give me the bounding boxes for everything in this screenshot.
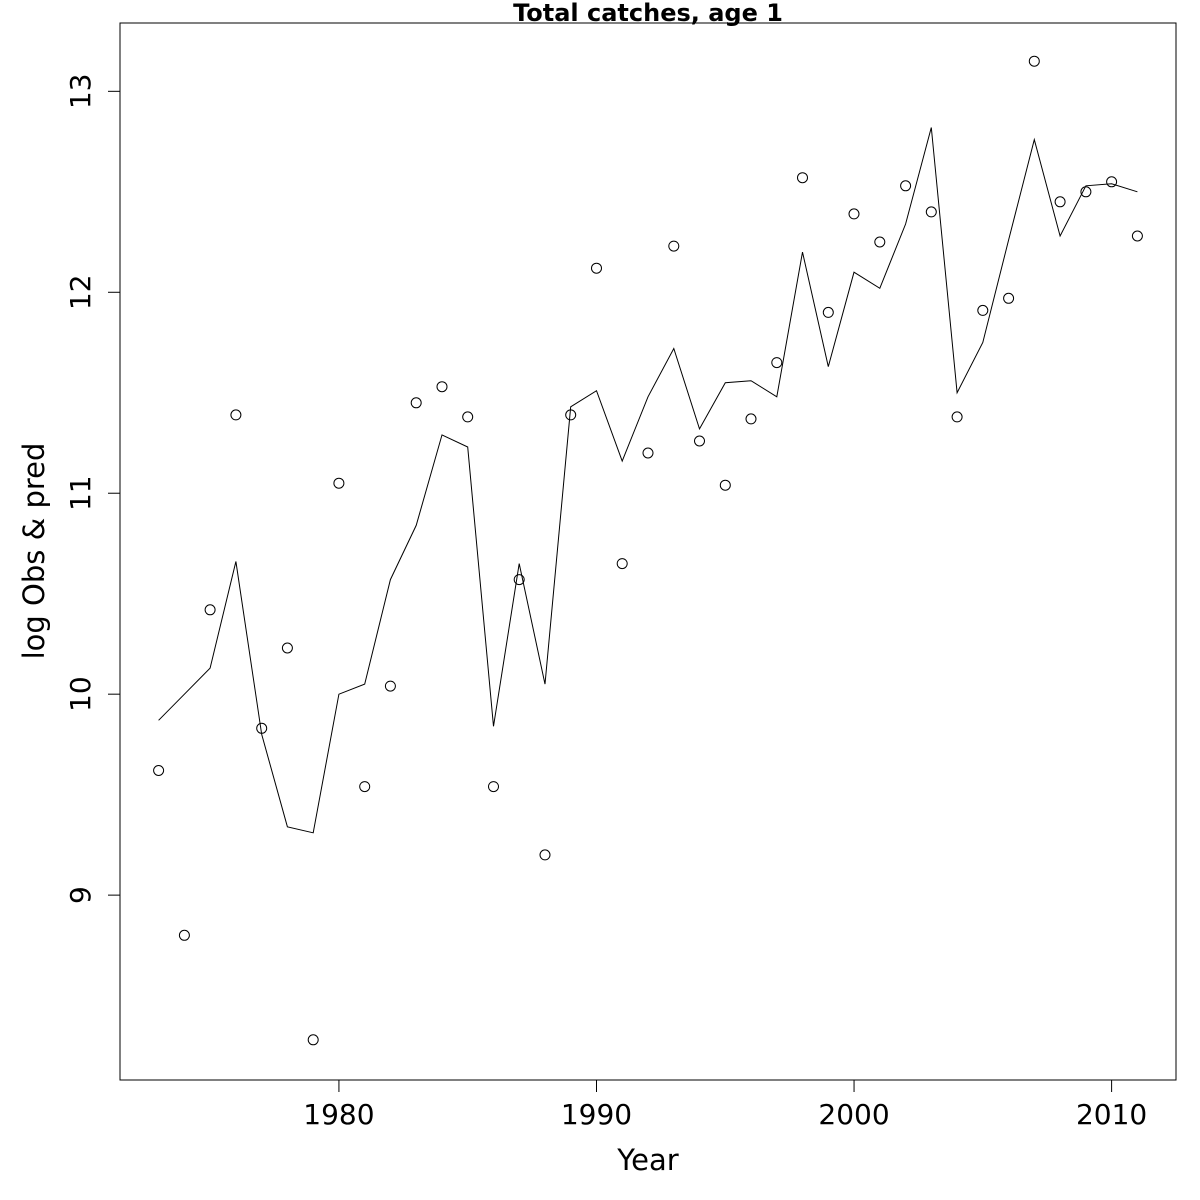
x-tick-label: 2010 [1076, 1098, 1147, 1131]
observed-point [616, 558, 628, 570]
y-tick-label: 10 [64, 676, 97, 712]
predicted-line [158, 127, 1138, 834]
observed-point [591, 262, 602, 274]
observed-point [1131, 230, 1143, 242]
observed-point [822, 306, 834, 318]
y-axis-label: log Obs & pred [17, 443, 51, 660]
y-tick-label: 13 [64, 74, 97, 110]
observed-point [410, 397, 422, 409]
x-axis: 1980 1990 2000 2010 [303, 1079, 1147, 1131]
observed-point [771, 357, 783, 369]
observed-point [307, 1034, 319, 1046]
observed-point [333, 477, 345, 489]
y-tick-label: 9 [64, 886, 97, 904]
y-axis: 9 10 11 12 13 [64, 74, 121, 904]
series-layer [153, 55, 1143, 1046]
plot-frame [119, 22, 1177, 1081]
observed-point [925, 206, 937, 218]
y-tick-label: 11 [64, 475, 97, 511]
observed-point [1054, 196, 1066, 208]
x-tick-label: 1990 [561, 1098, 632, 1131]
observed-point [488, 781, 499, 793]
y-tick-label: 12 [64, 274, 97, 310]
observed-point [153, 765, 165, 776]
x-tick-label: 1980 [303, 1098, 374, 1131]
observed-point [178, 929, 190, 941]
observed-point [539, 849, 551, 861]
observed-point [900, 180, 912, 192]
x-axis-label: Year [616, 1143, 678, 1177]
observed-point [513, 574, 525, 586]
observed-point [668, 240, 680, 252]
observed-point [436, 381, 448, 393]
observed-point [951, 411, 963, 423]
observed-point [204, 604, 216, 616]
observed-point [977, 304, 989, 316]
observed-point [230, 409, 242, 421]
observed-point [745, 413, 757, 425]
observed-point [281, 642, 293, 654]
observed-point [797, 172, 808, 184]
observed-point [1106, 176, 1118, 188]
observed-point [359, 781, 371, 793]
observed-point [848, 208, 860, 220]
observed-point [1028, 55, 1040, 67]
observed-point [874, 236, 886, 248]
observed-point [384, 680, 396, 692]
observed-point [694, 435, 705, 447]
observed-point [719, 479, 731, 491]
observed-point [462, 411, 474, 423]
observed-point [1003, 292, 1015, 304]
x-tick-label: 2000 [818, 1098, 889, 1131]
observed-point [642, 447, 654, 459]
